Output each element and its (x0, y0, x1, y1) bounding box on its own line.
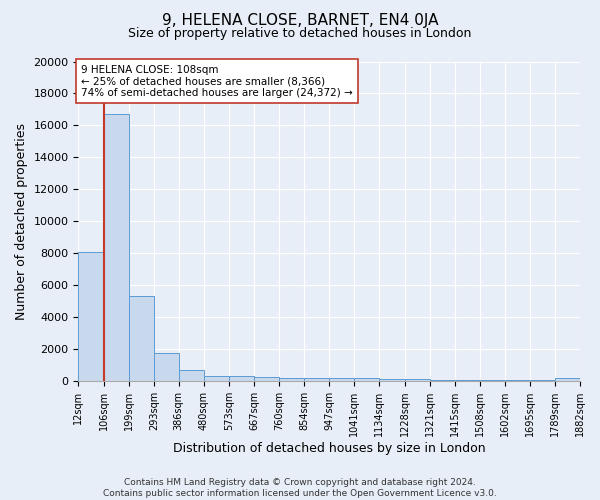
Bar (505, 380, 530, 381)
Bar (530, 380, 555, 381)
Text: Contains HM Land Registry data © Crown copyright and database right 2024.
Contai: Contains HM Land Registry data © Crown c… (103, 478, 497, 498)
Bar (479, 380, 505, 381)
Bar (179, 370, 204, 381)
Bar (555, 378, 580, 381)
Bar (329, 378, 355, 381)
Bar (279, 378, 304, 381)
Bar (254, 377, 279, 381)
Bar (304, 378, 329, 381)
X-axis label: Distribution of detached houses by size in London: Distribution of detached houses by size … (173, 442, 485, 455)
Bar (404, 379, 430, 381)
Text: Size of property relative to detached houses in London: Size of property relative to detached ho… (128, 28, 472, 40)
Bar (430, 380, 455, 381)
Bar (104, 114, 128, 381)
Bar (154, 353, 179, 381)
Bar (229, 376, 254, 381)
Bar (379, 379, 404, 381)
Text: 9 HELENA CLOSE: 108sqm
← 25% of detached houses are smaller (8,366)
74% of semi-: 9 HELENA CLOSE: 108sqm ← 25% of detached… (81, 64, 353, 98)
Y-axis label: Number of detached properties: Number of detached properties (15, 123, 28, 320)
Text: 9, HELENA CLOSE, BARNET, EN4 0JA: 9, HELENA CLOSE, BARNET, EN4 0JA (162, 12, 438, 28)
Bar (79, 252, 104, 381)
Bar (128, 296, 154, 381)
Bar (355, 378, 379, 381)
Bar (455, 380, 479, 381)
Bar (204, 376, 229, 381)
